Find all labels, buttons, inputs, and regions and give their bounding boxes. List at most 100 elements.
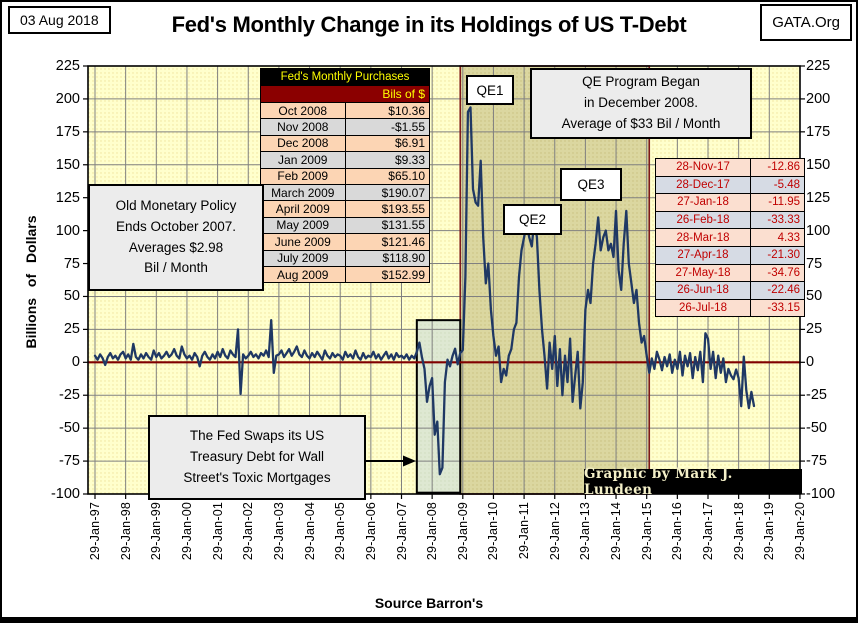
annotation-line: Average of $33 Bil / Month xyxy=(561,115,721,131)
x-tick-label: 29-Jan-99 xyxy=(149,502,164,561)
table-row: May 2009 $131.55 xyxy=(260,216,430,235)
fed-swaps-annotation: The Fed Swaps its US Treasury Debt for W… xyxy=(148,415,366,500)
table-cell-date: 28-Mar-18 xyxy=(655,228,751,247)
y-tick-label: 150 xyxy=(55,156,80,173)
x-tick-label: 29-Jan-12 xyxy=(547,502,562,561)
table-cell-value: -22.46 xyxy=(750,281,805,300)
y-tick-label: 175 xyxy=(806,123,831,140)
data-series-line xyxy=(93,106,756,476)
old-policy-annotation: Old Monetary Policy Ends October 2007. A… xyxy=(88,184,264,291)
y-tick-label: -100 xyxy=(50,486,80,502)
table-cell-value: $121.46 xyxy=(344,233,430,251)
table-row: Oct 2008 $10.36 xyxy=(260,101,430,120)
table-cell-date: June 2009 xyxy=(260,233,346,251)
x-tick-label: 29-Jan-02 xyxy=(241,502,256,561)
table-cell-value: $65.10 xyxy=(344,167,430,185)
y-tick-label: 125 xyxy=(55,189,80,206)
table-cell-value: $10.36 xyxy=(344,101,430,120)
x-tick-label: 29-Jan-14 xyxy=(609,502,624,561)
table-row: 28-Mar-18 4.33 xyxy=(655,228,805,247)
x-tick-label: 29-Jan-97 xyxy=(88,502,102,561)
table-cell-value: $6.91 xyxy=(344,134,430,153)
table-cell-value: -11.95 xyxy=(750,193,805,212)
x-tick-label: 29-Jan-17 xyxy=(701,502,715,561)
table-row: April 2009 $193.55 xyxy=(260,200,430,218)
qe1-label: QE1 xyxy=(466,75,514,105)
table-row: 26-Jul-18 -33.15 xyxy=(655,298,805,318)
table-cell-value: $118.90 xyxy=(344,249,430,267)
source-label: Source Barron's xyxy=(374,595,484,611)
x-tick-label: 29-Jan-10 xyxy=(486,502,501,561)
y-tick-label: -25 xyxy=(806,387,827,404)
table-cell-value: -21.30 xyxy=(750,245,805,265)
table-cell-value: -33.15 xyxy=(750,298,805,318)
date-box: 03 Aug 2018 xyxy=(8,6,111,34)
table-cell-date: Aug 2009 xyxy=(260,265,346,284)
credit-banner: Graphic by Mark J. Lundeen xyxy=(584,466,802,498)
x-tick-label: 29-Jan-05 xyxy=(333,502,348,561)
table-cell-date: Feb 2009 xyxy=(260,167,346,185)
table-cell-date: 26-Jun-18 xyxy=(655,281,751,300)
table-row: 27-Jan-18 -11.95 xyxy=(655,193,805,212)
table-cell-value: $190.07 xyxy=(344,183,430,202)
annotation-line: Bil / Month xyxy=(144,260,208,276)
y-tick-label: 100 xyxy=(806,222,831,239)
table-cell-value: -34.76 xyxy=(750,263,805,283)
purchases-table: Fed's Monthly Purchases Bils of $ Oct 20… xyxy=(260,68,430,284)
table-cell-date: 28-Dec-17 xyxy=(655,175,751,195)
y-tick-label: 225 xyxy=(55,58,80,74)
y-tick-label: 175 xyxy=(55,123,80,140)
table-row: March 2009 $190.07 xyxy=(260,183,430,202)
table-cell-value: $193.55 xyxy=(344,200,430,218)
x-tick-label: 29-Jan-15 xyxy=(639,502,654,561)
table-cell-date: 28-Nov-17 xyxy=(655,158,751,177)
table-cell-date: Dec 2008 xyxy=(260,134,346,153)
table-cell-date: 27-Apr-18 xyxy=(655,245,751,265)
table-row: July 2009 $118.90 xyxy=(260,249,430,267)
y-tick-label: 75 xyxy=(806,255,823,272)
x-tick-label: 29-Jan-01 xyxy=(210,502,225,561)
table-cell-date: July 2009 xyxy=(260,249,346,267)
y-axis-title: Billions of Dollars xyxy=(23,215,39,349)
table-cell-date: Jan 2009 xyxy=(260,151,346,169)
y-tick-label: -50 xyxy=(806,420,827,437)
table-row: 28-Dec-17 -5.48 xyxy=(655,175,805,195)
table-cell-date: 26-Feb-18 xyxy=(655,210,751,230)
x-tick-label: 29-Jan-09 xyxy=(455,502,470,561)
annotation-line: Old Monetary Policy xyxy=(115,197,237,213)
table-row: Aug 2009 $152.99 xyxy=(260,265,430,284)
table-cell-date: Oct 2008 xyxy=(260,101,346,120)
qe-program-annotation: QE Program Began in December 2008. Avera… xyxy=(530,68,752,139)
y-tick-label: 150 xyxy=(806,156,831,173)
y-tick-label: -50 xyxy=(59,420,80,437)
y-tick-label: -75 xyxy=(806,453,827,470)
x-tick-label: 29-Jan-98 xyxy=(118,502,133,561)
y-tick-label: 25 xyxy=(806,321,823,338)
y-tick-label: 0 xyxy=(71,354,80,371)
table-cell-value: $9.33 xyxy=(344,151,430,169)
qe2-label: QE2 xyxy=(503,204,562,235)
x-tick-label: 29-Jan-16 xyxy=(670,502,685,561)
annotation-line: Treasury Debt for Wall xyxy=(189,449,325,465)
table-row: 28-Nov-17 -12.86 xyxy=(655,158,805,177)
y-tick-label: 50 xyxy=(806,288,823,305)
recent-changes-table: 28-Nov-17 -12.86 28-Dec-17 -5.48 27-Jan-18 -1… xyxy=(655,158,805,318)
x-tick-label: 29-Jan-13 xyxy=(578,502,593,561)
table-cell-value: -12.86 xyxy=(750,158,805,177)
table-cell-value: 4.33 xyxy=(750,228,805,247)
table-cell-date: Nov 2008 xyxy=(260,118,346,136)
y-tick-label: 225 xyxy=(806,58,831,74)
purchases-table-header: Bils of $ xyxy=(260,85,430,103)
x-tick-label: 29-Jan-18 xyxy=(731,502,746,561)
table-row: 26-Feb-18 -33.33 xyxy=(655,210,805,230)
annotation-line: The Fed Swaps its US xyxy=(189,428,325,444)
y-tick-label: 200 xyxy=(806,90,831,107)
y-tick-label: -75 xyxy=(59,453,80,470)
y-tick-label: 25 xyxy=(63,321,80,338)
x-tick-label: 29-Jan-03 xyxy=(271,502,286,561)
annotation-line: QE Program Began xyxy=(582,74,700,90)
qe3-label: QE3 xyxy=(560,168,622,201)
y-tick-label: 100 xyxy=(55,222,80,239)
purchases-table-title: Fed's Monthly Purchases xyxy=(260,68,430,86)
